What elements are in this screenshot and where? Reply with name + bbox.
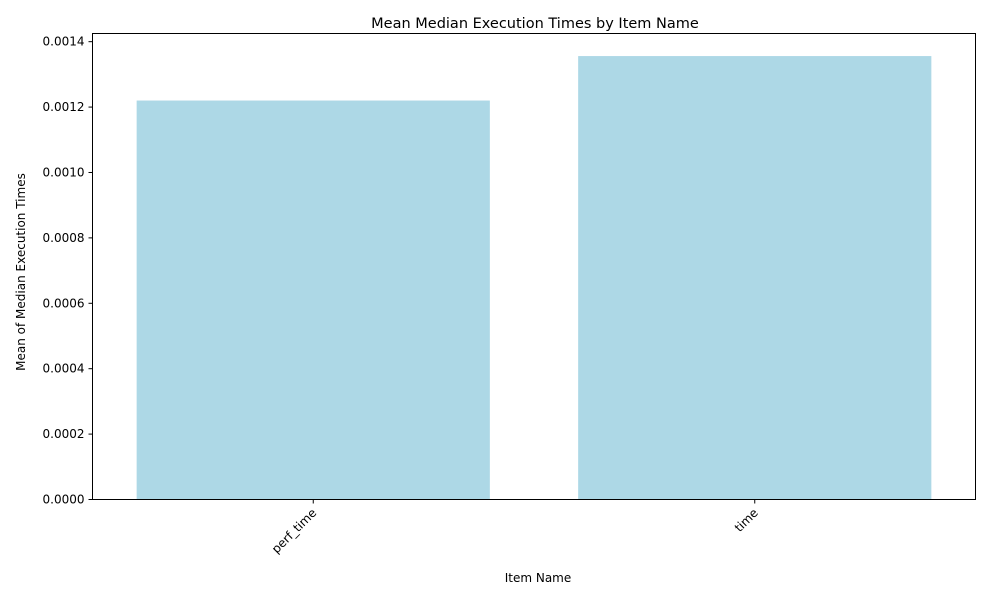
x-axis-label: Item Name bbox=[505, 571, 572, 585]
y-tick-label: 0.0010 bbox=[43, 165, 85, 179]
plot-frame bbox=[92, 33, 976, 500]
y-tick-label: 0.0014 bbox=[43, 35, 85, 49]
y-axis-ticks: 0.0000 0.0002 0.0004 0.0006 0.0008 0.0010 0.00… bbox=[43, 35, 93, 507]
y-axis-label: Mean of Median Execution Times bbox=[14, 173, 28, 371]
y-tick-label: 0.0008 bbox=[43, 231, 85, 245]
y-tick-label: 0.0002 bbox=[43, 427, 85, 441]
y-tick-label: 0.0004 bbox=[43, 362, 85, 376]
chart-title: Mean Median Execution Times by Item Name bbox=[371, 16, 699, 32]
bars-layer bbox=[136, 56, 932, 500]
y-tick-label: 0.0006 bbox=[43, 296, 85, 310]
x-tick-label: perf_time bbox=[269, 506, 319, 556]
x-axis-ticks: perf_time time bbox=[269, 499, 761, 556]
y-tick-label: 0.0000 bbox=[43, 493, 85, 507]
bar-time bbox=[578, 56, 932, 500]
bar-perf_time bbox=[136, 100, 490, 500]
x-tick-label: time bbox=[732, 506, 761, 535]
y-tick-label: 0.0012 bbox=[43, 100, 85, 114]
